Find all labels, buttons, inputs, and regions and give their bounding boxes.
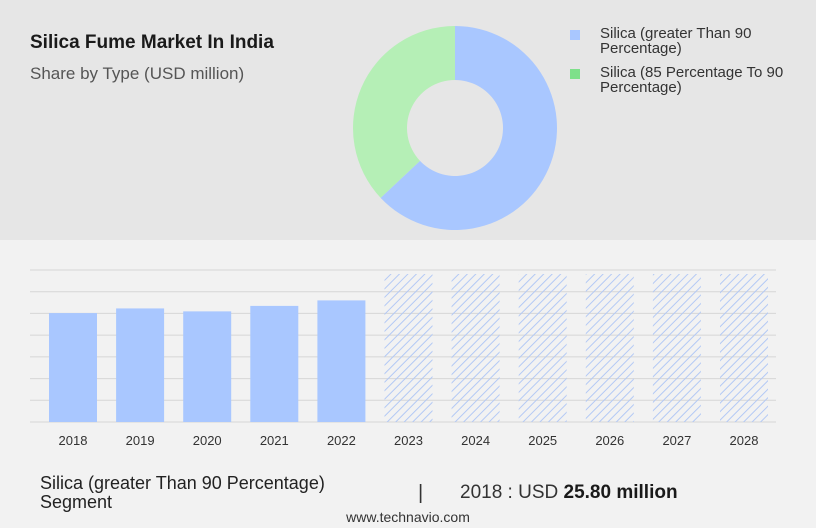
x-tick-label: 2019 <box>126 433 155 448</box>
bar-2018 <box>49 313 97 422</box>
x-tick-label: 2024 <box>461 433 490 448</box>
legend-label: Silica (greater Than 90 Percentage) <box>600 25 752 57</box>
forecast-bar-2023 <box>384 274 433 422</box>
x-tick-label: 2018 <box>59 433 88 448</box>
chart-subtitle: Share by Type (USD million) <box>30 64 245 83</box>
bar-2020 <box>183 311 232 422</box>
bar-chart: 2018 2019 2020 2021 2022 2023 2024 2025 2026 2027… <box>30 269 776 448</box>
segment-value-amount: 25.80 million <box>563 482 678 503</box>
site-url: www.technavio.com <box>346 509 470 525</box>
bar-2019 <box>116 308 165 422</box>
legend-item-85-to-90: Silica (85 Percentage To 90 Percentage) <box>570 65 810 95</box>
segment-value: 2018 : USD 25.80 million <box>460 482 678 504</box>
x-tick-label: 2027 <box>662 433 691 448</box>
bar-2021 <box>250 305 299 422</box>
forecast-bar-2024 <box>451 274 500 422</box>
forecast-bar-2027 <box>652 274 701 422</box>
forecast-bar-2026 <box>585 274 634 422</box>
segment-value-prefix: 2018 : USD <box>460 482 559 503</box>
footer-separator: | <box>418 482 424 504</box>
legend-swatch-greater-than-90 <box>570 30 580 40</box>
chart-title: Silica Fume Market In India <box>30 32 274 53</box>
donut-slice-0 <box>380 26 557 230</box>
forecast-bar-2028 <box>720 274 768 422</box>
legend: Silica (greater Than 90 Percentage) Sili… <box>570 26 810 104</box>
segment-label: Silica (greater Than 90 Percentage) Segm… <box>40 473 325 512</box>
legend-swatch-85-to-90 <box>570 69 580 79</box>
x-tick-label: 2025 <box>528 433 557 448</box>
forecast-bar-2025 <box>518 274 567 422</box>
bar-2022 <box>317 300 366 422</box>
donut-chart <box>353 26 557 230</box>
legend-label: Silica (85 Percentage To 90 Percentage) <box>600 64 784 96</box>
x-tick-label: 2020 <box>193 433 222 448</box>
x-tick-label: 2026 <box>595 433 624 448</box>
x-tick-label: 2022 <box>327 433 356 448</box>
x-tick-label: 2028 <box>730 433 759 448</box>
donut-slice-1 <box>353 26 455 198</box>
x-tick-label: 2021 <box>260 433 289 448</box>
legend-item-greater-than-90: Silica (greater Than 90 Percentage) <box>570 26 810 56</box>
x-tick-label: 2023 <box>394 433 423 448</box>
